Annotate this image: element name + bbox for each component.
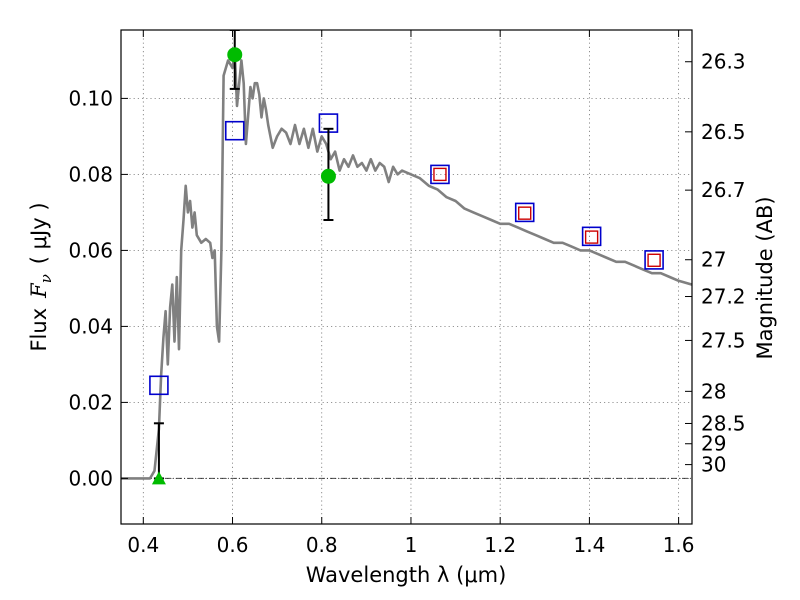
- model-photometry-point: [149, 375, 169, 396]
- x-tick-label: 0.4: [127, 533, 159, 557]
- y-axis-label-subscript: ν: [37, 274, 55, 283]
- y-axis-label-variable: F: [27, 282, 51, 299]
- sed-model-line: [121, 51, 692, 480]
- y-axis-label-unit: ( μJy ): [27, 202, 51, 264]
- observed-nir-point: [584, 230, 599, 244]
- y-tick-label: 0.04: [68, 314, 113, 338]
- y-axis-label-prefix: Flux: [27, 308, 51, 352]
- y2-tick-label: 27.2: [701, 285, 746, 309]
- plot-area: [121, 30, 692, 485]
- y2-tick-label: 29: [701, 432, 726, 456]
- observed-nir-point: [433, 167, 447, 182]
- y2-tick-label: 28: [701, 379, 726, 403]
- observed-flux-point: [227, 47, 243, 63]
- y2-tick-label: 26.5: [701, 120, 746, 144]
- x-tick-label: 1.6: [663, 533, 695, 557]
- y2-axis-label: Magnitude (AB): [753, 196, 777, 359]
- x-axis-label: Wavelength λ (μm): [306, 563, 507, 587]
- plot-frame: [120, 29, 693, 525]
- observed-nir-point: [647, 253, 661, 267]
- y2-tick-label: 27.5: [701, 328, 746, 352]
- y2-tick-label: 28.5: [701, 411, 746, 435]
- y2-tick-label: 27: [701, 248, 726, 272]
- x-tick-label: 0.8: [306, 533, 338, 557]
- y-tick-label: 0.08: [68, 162, 113, 186]
- y-tick-label: 0.00: [68, 466, 113, 490]
- model-photometry-point: [224, 120, 245, 141]
- y-tick-label: 0.02: [68, 390, 113, 414]
- observed-nir-point: [518, 206, 532, 220]
- observed-flux-point: [320, 168, 336, 184]
- model-photometry-point: [430, 164, 450, 185]
- y2-tick-label: 26.3: [701, 50, 746, 74]
- non-detection-marker: [151, 471, 166, 485]
- x-tick-label: 1.4: [573, 533, 605, 557]
- model-photometry-point: [581, 226, 602, 247]
- model-photometry-point: [644, 250, 664, 270]
- y-axis-label: Flux Fν ( μJy ): [27, 202, 55, 351]
- y-tick-label: 0.10: [68, 86, 113, 110]
- y2-tick-label: 26.7: [701, 178, 746, 202]
- x-tick-label: 1.2: [484, 533, 516, 557]
- y2-tick-label: 30: [701, 453, 726, 477]
- model-photometry-point: [514, 202, 535, 223]
- x-tick-label: 0.6: [217, 533, 249, 557]
- x-tick-label: 1: [405, 533, 418, 557]
- axis-ticks: 0.4 0.6 0.8 1 1.2 1.4 1.6 0.00 0.02 0.04 0.06 0.08 0…: [68, 30, 746, 557]
- y-tick-label: 0.06: [68, 238, 113, 262]
- grid-layer: [121, 30, 692, 524]
